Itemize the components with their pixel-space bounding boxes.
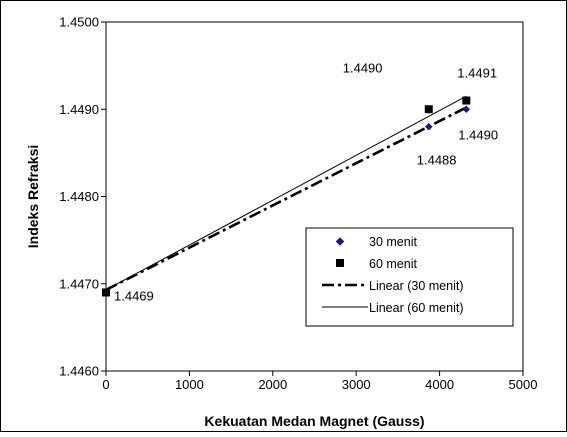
y-tick-label: 1.4460: [59, 364, 99, 379]
data-point-60-menit: [102, 288, 110, 297]
data-label: 1.4490: [343, 60, 383, 75]
legend-label-linear-60-menit: Linear (60 menit): [369, 301, 464, 315]
y-tick-label: 1.4480: [59, 189, 99, 204]
data-point-60-menit: [424, 105, 433, 114]
data-point-60-menit: [462, 96, 471, 105]
y-tick-label: 1.4470: [59, 276, 99, 291]
x-tick-label: 4000: [425, 377, 454, 392]
y-tick-label: 1.4500: [59, 15, 99, 30]
legend-label-linear-30-menit: Linear (30 menit): [369, 279, 464, 293]
legend: 30 menit 60 menit Linear (30 menit) Line…: [305, 227, 514, 327]
y-tick-label: 1.4490: [59, 102, 99, 117]
legend-symbol-30-menit: [335, 237, 345, 246]
x-tick-label: 5000: [509, 377, 538, 392]
x-tick-label: 3000: [342, 377, 371, 392]
legend-symbol-60-menit: [336, 259, 344, 267]
data-label: 1.4490: [458, 127, 498, 142]
legend-label-30-menit: 30 menit: [369, 235, 417, 249]
data-point-30-menit: [424, 122, 433, 131]
legend-label-60-menit: 60 menit: [369, 257, 417, 271]
data-label: 1.4469: [114, 288, 154, 303]
data-point-30-menit: [462, 105, 471, 114]
x-tick-label: 0: [102, 377, 109, 392]
data-label: 1.4491: [457, 66, 497, 81]
trendline-linear-30-menit: [105, 106, 467, 292]
y-axis-title: Indeks Refraksi: [25, 145, 41, 249]
data-label: 1.4488: [417, 153, 457, 168]
x-axis-title: Kekuatan Medan Magnet (Gauss): [204, 413, 424, 429]
trendline-linear-60-menit: [105, 95, 467, 291]
x-tick-label: 1000: [175, 377, 204, 392]
x-tick-label: 2000: [258, 377, 287, 392]
